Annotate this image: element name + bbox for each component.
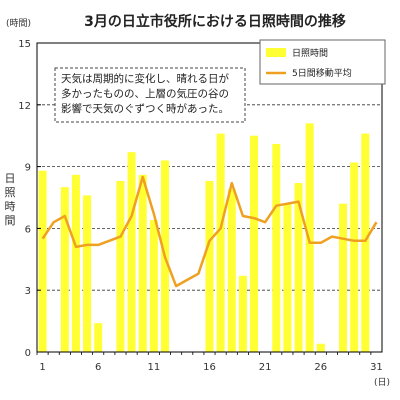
bar [250,135,259,352]
bar [138,174,147,352]
moving-average-polyline [41,175,378,288]
bar [216,133,225,352]
annotation-frame [54,67,246,123]
bar [149,220,158,352]
bar [127,152,136,352]
bar [339,203,348,352]
annotation-text: 天気は周期的に変化し、晴れる日が多かったものの、上層の気圧の谷の影響で天気のぐず… [61,72,229,115]
y-tick-label: 0 [25,348,31,359]
bar [205,181,214,352]
y-tick-label: 3 [25,286,31,297]
x-tick-label: 26 [314,362,327,373]
y-axis-label-char: 間 [5,214,16,227]
y-tick-label: 6 [25,224,31,235]
y-unit: (時間) [6,18,31,29]
x-tick-label: 21 [259,362,272,373]
bar [294,183,303,352]
x-tick-label: 11 [147,362,160,373]
bar [283,203,292,352]
bar [38,170,47,352]
y-tick-label: 12 [18,101,31,112]
bar [272,143,281,352]
y-axis-label-char: 照 [5,186,16,199]
y-axis-label-char: 日 [5,172,16,185]
legend-frame [259,39,386,85]
y-axis-label: 日照時間 [5,172,16,227]
bar [94,323,103,352]
x-tick-label: 1 [39,362,45,373]
bar [361,133,370,352]
bar [305,123,314,352]
bar [83,195,92,352]
bar [116,181,125,352]
bar [350,162,359,352]
x-tick-label: 16 [203,362,216,373]
legend-bar-swatch [266,48,286,57]
y-tick-label: 9 [25,163,31,174]
moving-average-line [41,175,378,288]
legend-line-label: 5日間移動平均 [292,67,352,79]
plot-frame [36,42,383,353]
axes [36,42,383,355]
x-unit: (日) [374,377,390,388]
bar [60,187,69,352]
x-tick-label: 6 [95,362,101,373]
chart-title: 3月の日立市役所における日照時間の推移 [84,13,346,30]
y-axis-label-char: 時 [5,200,16,213]
annotation-box: 天気は周期的に変化し、晴れる日が多かったものの、上層の気圧の谷の影響で天気のぐず… [54,67,246,123]
bar [316,343,325,352]
bar [71,174,80,352]
bars [38,123,370,352]
legend: 日照時間 5日間移動平均 [259,39,386,85]
bar [227,189,236,352]
legend-bar-label: 日照時間 [292,48,328,59]
y-tick-label: 15 [18,39,31,50]
bar [238,275,247,352]
x-tick-label: 31 [370,362,383,373]
